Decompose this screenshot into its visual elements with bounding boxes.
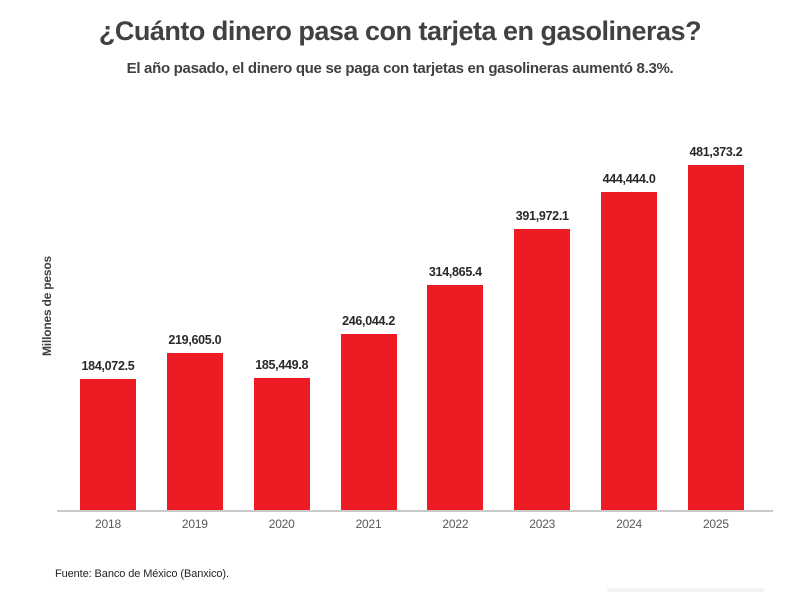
x-axis-tick-label: 2020 [268, 517, 295, 531]
y-axis-label: Millones de pesos [40, 256, 54, 356]
x-axis-tick-label: 2025 [702, 517, 729, 531]
bar [166, 353, 223, 511]
x-axis-tick-label: 2023 [529, 517, 556, 531]
bar-group: 246,044.2 [340, 140, 397, 511]
bar-value-label: 481,373.2 [689, 145, 743, 159]
bar [80, 379, 136, 511]
bar [253, 378, 310, 511]
bar-group: 219,605.0 [166, 140, 223, 511]
source-note: Fuente: Banco de México (Banxico). [55, 568, 229, 580]
bar [340, 334, 397, 511]
bar [601, 192, 658, 511]
page-subtitle: El año pasado, el dinero que se paga con… [126, 60, 674, 77]
page-title: ¿Cuánto dinero pasa con tarjeta en gasol… [98, 16, 702, 46]
x-axis-line [57, 510, 773, 512]
bar-value-label: 314,865.4 [428, 265, 482, 279]
bar [687, 165, 744, 511]
x-axis-tick-label: 2021 [355, 517, 382, 531]
bar-group: 444,444.0 [601, 140, 658, 511]
bar-group: 314,865.4 [427, 140, 484, 511]
x-axis-tick-label: 2018 [95, 517, 121, 531]
bar-group: 391,972.1 [514, 140, 571, 511]
bottom-right-strip [607, 588, 765, 592]
bar-group: 184,072.5 [80, 140, 136, 511]
x-axis-tick-label: 2019 [181, 517, 208, 531]
x-axis-tick-row: 2018 2019 2020 2021 2022 2023 2024 2025 [80, 517, 744, 531]
bar-value-label: 185,449.8 [255, 358, 309, 372]
bar [514, 229, 571, 511]
bar-value-label: 444,444.0 [602, 172, 656, 186]
bar-chart-plot-area: 184,072.5 219,605.0 185,449.8 246,044.2 … [80, 140, 744, 511]
bar [427, 285, 484, 511]
bar-value-label: 246,044.2 [342, 314, 395, 328]
bar-group: 481,373.2 [687, 140, 744, 511]
x-axis-tick-label: 2022 [442, 517, 469, 531]
x-axis-tick-label: 2024 [616, 517, 643, 531]
bar-value-label: 391,972.1 [515, 209, 569, 223]
bar-value-label: 184,072.5 [81, 359, 135, 373]
bar-value-label: 219,605.0 [168, 333, 222, 347]
bar-group: 185,449.8 [253, 140, 310, 511]
